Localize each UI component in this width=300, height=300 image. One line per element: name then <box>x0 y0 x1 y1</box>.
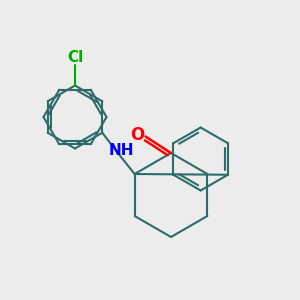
Text: Cl: Cl <box>67 50 83 64</box>
Text: NH: NH <box>109 143 134 158</box>
Text: O: O <box>130 126 144 144</box>
